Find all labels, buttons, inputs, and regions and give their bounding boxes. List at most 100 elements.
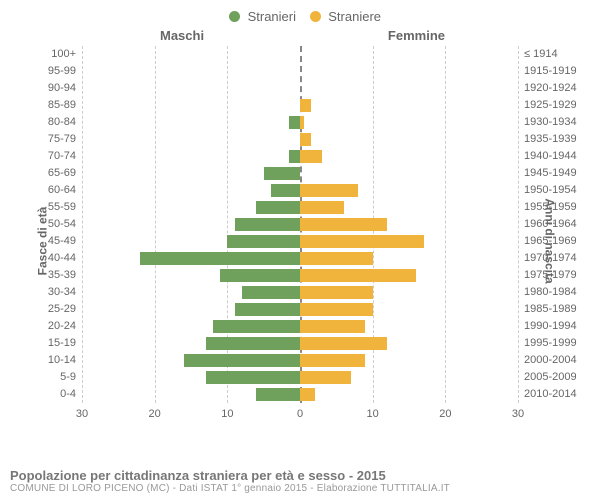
year-label: 1985-1989 (524, 303, 584, 315)
bar-male (206, 371, 300, 384)
year-label: ≤ 1914 (524, 48, 584, 60)
age-label: 0-4 (26, 388, 76, 400)
gridline (518, 46, 519, 403)
year-label: 1915-1919 (524, 65, 584, 77)
age-label: 100+ (26, 48, 76, 60)
bar-male (235, 303, 300, 316)
bar-female (300, 388, 315, 401)
x-axis: 3020100102030 (82, 408, 518, 426)
age-label: 90-94 (26, 82, 76, 94)
age-label: 40-44 (26, 252, 76, 264)
bar-male (213, 320, 300, 333)
chart-container: Stranieri Straniere Maschi Femmine Fasce… (0, 0, 600, 500)
year-label: 1955-1959 (524, 201, 584, 213)
x-tick: 30 (76, 408, 88, 420)
x-tick: 10 (221, 408, 233, 420)
bar-female (300, 371, 351, 384)
bar-male (256, 388, 300, 401)
year-label: 1965-1969 (524, 235, 584, 247)
age-label: 70-74 (26, 150, 76, 162)
year-label: 1925-1929 (524, 99, 584, 111)
bar-female (300, 99, 311, 112)
header-male: Maschi (160, 28, 204, 43)
x-tick: 20 (149, 408, 161, 420)
year-label: 1970-1974 (524, 252, 584, 264)
legend: Stranieri Straniere (10, 8, 590, 24)
bar-male (264, 167, 300, 180)
footer-subtitle: COMUNE DI LORO PICENO (MC) - Dati ISTAT … (10, 483, 590, 494)
year-label: 1945-1949 (524, 167, 584, 179)
bar-female (300, 252, 373, 265)
bar-female (300, 184, 358, 197)
age-label: 45-49 (26, 235, 76, 247)
legend-label-female: Straniere (328, 9, 381, 24)
bar-male (235, 218, 300, 231)
bar-female (300, 150, 322, 163)
year-label: 1980-1984 (524, 286, 584, 298)
age-label: 50-54 (26, 218, 76, 230)
bar-male (289, 116, 300, 129)
header-female: Femmine (388, 28, 445, 43)
age-label: 35-39 (26, 269, 76, 281)
x-tick: 30 (512, 408, 524, 420)
year-label: 2005-2009 (524, 371, 584, 383)
bar-female (300, 235, 424, 248)
age-label: 20-24 (26, 320, 76, 332)
year-label: 1935-1939 (524, 133, 584, 145)
bar-female (300, 218, 387, 231)
year-label: 1960-1964 (524, 218, 584, 230)
year-label: 1950-1954 (524, 184, 584, 196)
x-tick: 20 (439, 408, 451, 420)
year-label: 2000-2004 (524, 354, 584, 366)
age-label: 80-84 (26, 116, 76, 128)
bar-male (289, 150, 300, 163)
year-label: 1995-1999 (524, 337, 584, 349)
year-label: 1990-1994 (524, 320, 584, 332)
age-label: 75-79 (26, 133, 76, 145)
bar-female (300, 320, 365, 333)
bar-male (140, 252, 300, 265)
plot-area: 100+≤ 191495-991915-191990-941920-192485… (82, 46, 518, 403)
chart-footer: Popolazione per cittadinanza straniera p… (10, 468, 590, 494)
year-label: 1940-1944 (524, 150, 584, 162)
bar-female (300, 354, 365, 367)
age-label: 30-34 (26, 286, 76, 298)
legend-swatch-female (310, 11, 321, 22)
gridline (155, 46, 156, 403)
column-headers: Maschi Femmine (10, 28, 590, 46)
year-label: 1920-1924 (524, 82, 584, 94)
age-label: 60-64 (26, 184, 76, 196)
bar-female (300, 201, 344, 214)
legend-swatch-male (229, 11, 240, 22)
bar-female (300, 269, 416, 282)
gridline (445, 46, 446, 403)
bar-male (271, 184, 300, 197)
year-label: 2010-2014 (524, 388, 584, 400)
year-label: 1930-1934 (524, 116, 584, 128)
bar-female (300, 337, 387, 350)
bar-male (256, 201, 300, 214)
legend-label-male: Stranieri (248, 9, 296, 24)
bar-male (227, 235, 300, 248)
age-label: 65-69 (26, 167, 76, 179)
bar-female (300, 286, 373, 299)
bar-female (300, 303, 373, 316)
age-label: 55-59 (26, 201, 76, 213)
bar-male (206, 337, 300, 350)
age-label: 95-99 (26, 65, 76, 77)
age-label: 85-89 (26, 99, 76, 111)
age-label: 15-19 (26, 337, 76, 349)
age-label: 10-14 (26, 354, 76, 366)
year-label: 1975-1979 (524, 269, 584, 281)
footer-title: Popolazione per cittadinanza straniera p… (10, 468, 590, 483)
age-label: 5-9 (26, 371, 76, 383)
bar-male (242, 286, 300, 299)
bar-male (220, 269, 300, 282)
x-tick: 0 (297, 408, 303, 420)
x-tick: 10 (367, 408, 379, 420)
age-label: 25-29 (26, 303, 76, 315)
gridline (82, 46, 83, 403)
bar-female (300, 116, 304, 129)
bar-male (184, 354, 300, 367)
pyramid-chart: Fasce di età Anni di nascita 100+≤ 19149… (10, 46, 590, 436)
